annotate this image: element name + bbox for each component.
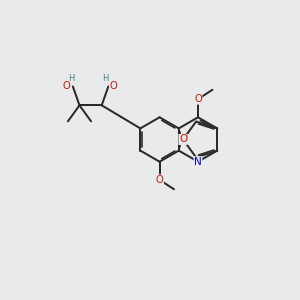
Text: O: O (194, 94, 202, 104)
Text: O: O (179, 134, 187, 145)
Text: O: O (156, 175, 164, 185)
Text: N: N (194, 157, 202, 167)
Text: O: O (110, 81, 118, 91)
Text: H: H (102, 74, 109, 83)
Text: H: H (68, 74, 74, 83)
Text: O: O (63, 81, 70, 91)
